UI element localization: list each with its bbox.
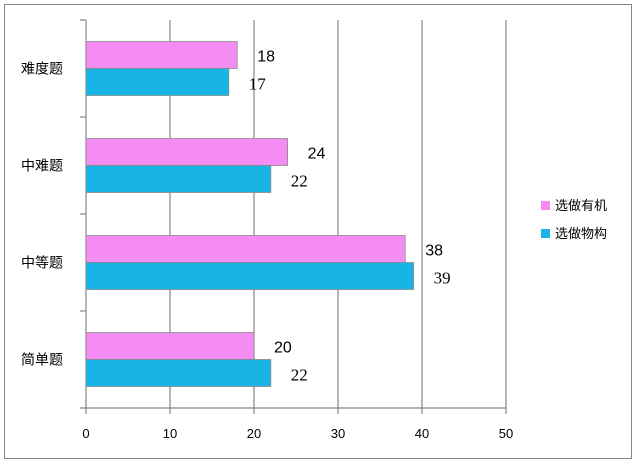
bar-1-2	[85, 262, 415, 290]
legend-label-1: 选做物构	[555, 227, 607, 242]
x-tick-label-40: 40	[415, 426, 429, 441]
data-label-1-0: 17	[249, 75, 266, 94]
data-label-0-2: 38	[425, 243, 443, 260]
data-label-1-3: 22	[291, 366, 308, 385]
legend-label-0: 选做有机	[555, 199, 607, 214]
category-label-3: 简单题	[21, 352, 63, 369]
bar-1-0	[85, 68, 230, 96]
legend-swatch-1	[541, 229, 550, 238]
category-label-0: 难度题	[21, 62, 63, 78]
bar-1-1	[85, 165, 272, 193]
x-tick-label-0: 0	[82, 426, 89, 441]
category-label-2: 中等题	[21, 255, 63, 272]
bar-0-2	[85, 235, 406, 263]
data-label-1-2: 39	[434, 269, 451, 288]
data-label-1-1: 22	[291, 172, 308, 191]
bar-1-3	[85, 359, 272, 387]
bar-0-3	[85, 332, 255, 360]
x-tick-label-50: 50	[499, 426, 513, 441]
legend-swatch-0	[541, 201, 550, 210]
data-label-0-0: 18	[257, 49, 275, 66]
bar-0-0	[85, 41, 238, 69]
data-label-0-3: 20	[274, 340, 292, 357]
category-label-1: 中难题	[21, 159, 63, 175]
bar-0-1	[85, 138, 289, 166]
data-label-0-1: 24	[308, 146, 326, 163]
x-tick-label-10: 10	[163, 426, 177, 441]
x-tick-label-30: 30	[331, 426, 345, 441]
x-tick-label-20: 20	[247, 426, 261, 441]
